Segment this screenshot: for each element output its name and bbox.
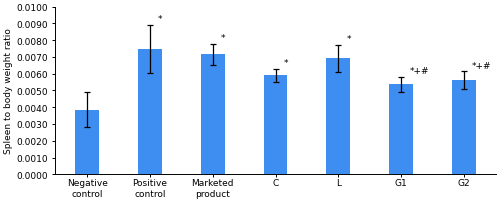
Text: *: * — [346, 35, 351, 44]
Bar — [138, 50, 162, 174]
Bar — [389, 85, 413, 174]
Text: *+#: *+# — [410, 67, 429, 76]
Text: *: * — [284, 59, 288, 68]
Text: *: * — [158, 15, 162, 24]
Bar — [264, 76, 287, 174]
Bar — [201, 55, 224, 174]
Text: *: * — [221, 34, 226, 43]
Bar — [75, 110, 99, 174]
Text: *+#: *+# — [472, 61, 492, 70]
Bar — [326, 59, 350, 174]
Bar — [452, 81, 476, 174]
Y-axis label: Spleen to body weight ratio: Spleen to body weight ratio — [4, 28, 13, 154]
